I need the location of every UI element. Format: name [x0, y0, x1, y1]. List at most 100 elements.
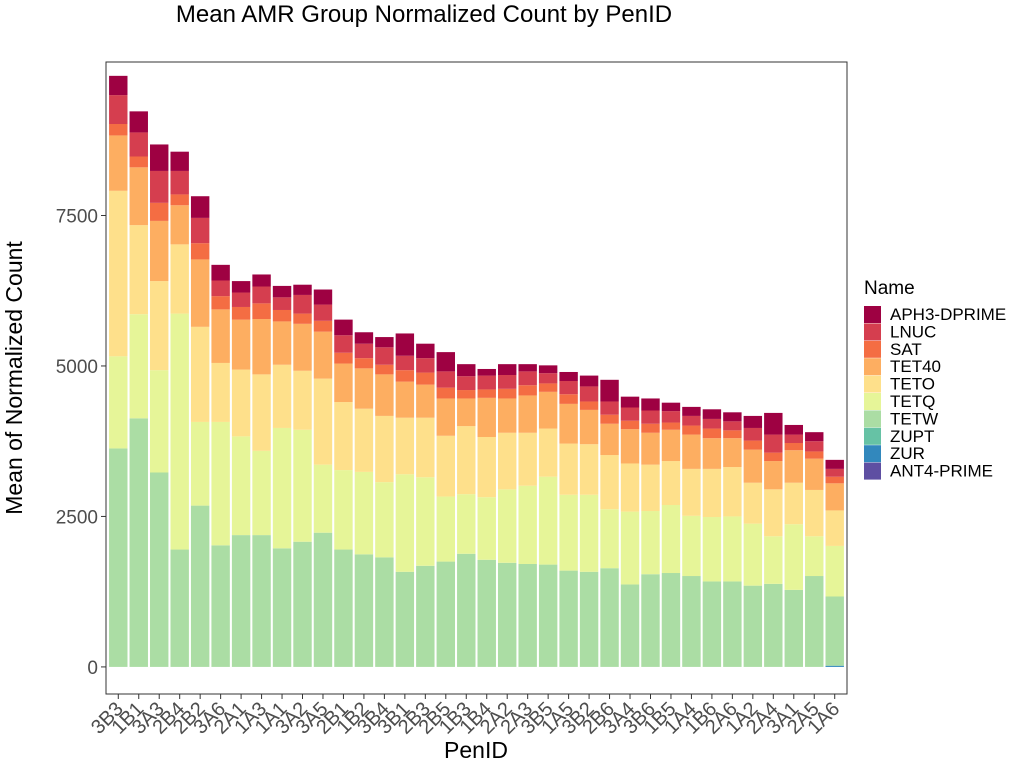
bar-segment	[805, 489, 824, 537]
bar-segment	[518, 385, 537, 396]
bar-segment	[579, 401, 599, 410]
bar-segment	[395, 355, 415, 371]
bar-segment	[682, 425, 701, 435]
bar-segment	[416, 417, 435, 478]
bar-segment	[252, 286, 271, 304]
bar-segment	[702, 517, 722, 582]
chart-title: Mean AMR Group Normalized Count by PenID	[176, 1, 672, 28]
bar-segment	[784, 482, 803, 525]
bar-segment	[457, 364, 476, 377]
bar-segment	[457, 553, 476, 667]
bar-segment	[354, 554, 374, 667]
bar-segment	[559, 403, 578, 444]
bar-segment	[170, 194, 189, 206]
bar-segment	[579, 409, 599, 445]
bar-segment	[252, 450, 271, 536]
bar-segment	[150, 370, 169, 473]
bar-segment	[825, 596, 844, 666]
bar-segment	[109, 190, 128, 357]
legend-swatch	[864, 340, 881, 358]
bar-segment	[661, 505, 681, 574]
bar-segment	[334, 363, 353, 403]
bar-segment	[252, 274, 271, 287]
bar-segment	[293, 323, 312, 371]
legend-items: APH3-DPRIMELNUCSATTET40TETOTETQTETWZUPTZ…	[864, 305, 1006, 481]
bar-segment	[825, 665, 844, 667]
bar-segment	[457, 398, 476, 427]
bar-segment	[518, 485, 537, 564]
bar-segment	[497, 398, 517, 433]
bar-segment	[764, 536, 783, 584]
bar-segment	[620, 463, 640, 512]
legend-label: ANT4-PRIME	[890, 462, 993, 481]
bar-segment	[743, 482, 763, 524]
bar-segment	[620, 511, 640, 585]
bar-segment	[190, 243, 210, 260]
bar-segment	[272, 309, 292, 322]
bar-segment	[600, 509, 619, 569]
legend-label: TET40	[890, 357, 941, 376]
bar-segment	[211, 264, 230, 281]
legend-label: TETW	[890, 409, 938, 428]
bar-segment	[497, 364, 517, 375]
bar-segment	[170, 313, 189, 550]
bar-segment	[334, 335, 353, 353]
bar-segment	[211, 309, 230, 363]
bar-segment	[375, 415, 394, 483]
bar-segment	[313, 304, 333, 321]
bar-segment	[743, 449, 763, 483]
bar-segment	[723, 430, 742, 439]
bar-segment	[743, 415, 763, 428]
bar-segment	[313, 289, 333, 305]
bar-segment	[436, 371, 456, 388]
bar-segment	[252, 319, 271, 375]
bar-segment	[211, 280, 230, 297]
bar-segment	[150, 144, 169, 171]
bar-segment	[805, 536, 824, 577]
bar-segment	[743, 523, 763, 586]
bar-segment	[354, 343, 374, 359]
bar-segment	[559, 394, 578, 404]
bar-segment	[477, 375, 496, 390]
bar-segment	[375, 482, 394, 558]
bar-segment	[313, 464, 333, 533]
bar-segment	[170, 549, 189, 667]
legend-swatch	[864, 393, 881, 410]
bar-segment	[538, 383, 558, 392]
bar-segment	[579, 386, 599, 402]
bar-segment	[252, 374, 271, 451]
bar-segment	[661, 402, 681, 412]
bar-segment	[805, 458, 824, 490]
bar-segment	[518, 563, 537, 667]
bar-segment	[395, 333, 415, 356]
bar-segment	[764, 461, 783, 490]
bar-segment	[231, 535, 251, 667]
bar-segment	[497, 432, 517, 490]
bar-segment	[600, 401, 619, 415]
bar-segment	[579, 571, 599, 667]
bar-segment	[641, 432, 660, 465]
bar-segment	[477, 497, 496, 560]
bar-segment	[477, 436, 496, 498]
bar-segment	[150, 170, 169, 203]
bar-segment	[170, 205, 189, 245]
bar-segment	[211, 421, 230, 546]
bar-segment	[313, 532, 333, 667]
bar-segment	[641, 511, 660, 575]
bar-segment	[395, 381, 415, 418]
bar-segment	[620, 420, 640, 430]
bar-segment	[293, 370, 312, 430]
bar-segment	[702, 418, 722, 429]
bars-layer	[109, 75, 844, 667]
bar-segment	[661, 429, 681, 462]
bar-segment	[825, 476, 844, 484]
bar-segment	[272, 321, 292, 365]
bar-segment	[395, 417, 415, 475]
bar-segment	[641, 574, 660, 667]
y-axis: 0 2500 5000 7500	[56, 206, 106, 679]
bar-segment	[293, 541, 312, 667]
bar-segment	[538, 476, 558, 565]
bar-segment	[190, 421, 210, 506]
bar-segment	[272, 297, 292, 310]
